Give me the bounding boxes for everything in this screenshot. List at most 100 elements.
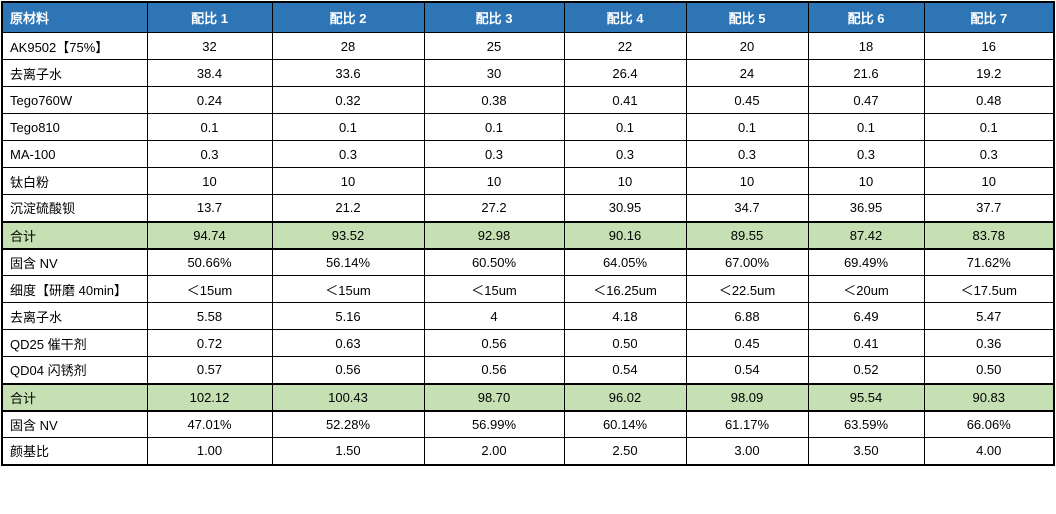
cell: ＜16.25um [563,275,687,303]
cell: 19.2 [923,59,1055,87]
row-label: MA-100 [1,140,148,168]
cell: 3.00 [685,437,809,465]
cell: ＜15um [423,275,565,303]
cell: 0.48 [923,86,1055,114]
cell: 0.3 [271,140,425,168]
cell: 4.00 [923,437,1055,465]
cell: 100.43 [271,382,425,412]
cell: 0.24 [146,86,273,114]
cell: 0.54 [685,356,809,384]
cell: 60.50% [423,248,565,276]
cell: 0.56 [423,356,565,384]
table-row: 沉淀硫酸钡 13.7 21.2 27.2 30.95 34.7 36.95 37.7 [1,194,1055,222]
cell: 0.1 [923,113,1055,141]
row-label: QD04 闪锈剂 [1,356,148,384]
table-row: 去离子水 38.4 33.6 30 26.4 24 21.6 19.2 [1,59,1055,87]
cell: 4 [423,302,565,330]
cell: 30 [423,59,565,87]
cell: 10 [923,167,1055,195]
cell: 4.18 [563,302,687,330]
row-label: QD25 催干剂 [1,329,148,357]
cell: 93.52 [271,220,425,250]
cell: 2.00 [423,437,565,465]
cell: 63.59% [807,410,925,438]
row-label: 去离子水 [1,302,148,330]
cell: 25 [423,32,565,60]
cell: 0.3 [423,140,565,168]
cell: 0.3 [807,140,925,168]
cell: 10 [563,167,687,195]
cell: 92.98 [423,220,565,250]
cell: 0.3 [923,140,1055,168]
cell: 21.6 [807,59,925,87]
table-row: AK9502【75%】 32 28 25 22 20 18 16 [1,32,1055,60]
cell: 56.99% [423,410,565,438]
cell: 10 [271,167,425,195]
table-row: QD04 闪锈剂 0.57 0.56 0.56 0.54 0.54 0.52 0.50 [1,356,1055,384]
cell: 60.14% [563,410,687,438]
cell: 96.02 [563,382,687,412]
cell: 50.66% [146,248,273,276]
cell: 0.1 [146,113,273,141]
total-row: 合计 94.74 93.52 92.98 90.16 89.55 87.42 83.78 [1,220,1055,250]
cell: 28 [271,32,425,60]
cell: 0.63 [271,329,425,357]
row-label: AK9502【75%】 [1,32,148,60]
cell: 0.50 [923,356,1055,384]
cell: 26.4 [563,59,687,87]
cell: 0.41 [807,329,925,357]
cell: 69.49% [807,248,925,276]
cell: 0.3 [146,140,273,168]
cell: 3.50 [807,437,925,465]
cell: 56.14% [271,248,425,276]
cell: 22 [563,32,687,60]
cell: 61.17% [685,410,809,438]
cell: 94.74 [146,220,273,250]
cell: 64.05% [563,248,687,276]
cell: 47.01% [146,410,273,438]
cell: 90.16 [563,220,687,250]
cell: 0.32 [271,86,425,114]
cell: 0.45 [685,86,809,114]
row-label: 合计 [1,220,148,250]
cell: 102.12 [146,382,273,412]
cell: 0.1 [423,113,565,141]
row-label: 固含 NV [1,410,148,438]
cell: 0.54 [563,356,687,384]
row-label: 颜基比 [1,437,148,465]
table-row: 钛白粉 10 10 10 10 10 10 10 [1,167,1055,195]
cell: 52.28% [271,410,425,438]
cell: ＜20um [807,275,925,303]
column-header-materials: 原材料 [1,1,148,33]
cell: 0.1 [807,113,925,141]
cell: 0.50 [563,329,687,357]
cell: 0.1 [271,113,425,141]
row-label: 细度【研磨 40min】 [1,275,148,303]
column-header-ratio-2: 配比 2 [271,1,425,33]
cell: 0.3 [685,140,809,168]
cell: 1.50 [271,437,425,465]
cell: 98.09 [685,382,809,412]
column-header-ratio-5: 配比 5 [685,1,809,33]
cell: 21.2 [271,194,425,222]
cell: 13.7 [146,194,273,222]
cell: 0.72 [146,329,273,357]
cell: 0.36 [923,329,1055,357]
cell: 10 [807,167,925,195]
cell: 32 [146,32,273,60]
total-row: 合计 102.12 100.43 98.70 96.02 98.09 95.54 90.83 [1,382,1055,412]
table-row: 固含 NV 50.66% 56.14% 60.50% 64.05% 67.00% 69.49… [1,248,1055,276]
table-row: Tego810 0.1 0.1 0.1 0.1 0.1 0.1 0.1 [1,113,1055,141]
cell: 83.78 [923,220,1055,250]
cell: 2.50 [563,437,687,465]
cell: 6.88 [685,302,809,330]
column-header-ratio-1: 配比 1 [146,1,273,33]
cell: 87.42 [807,220,925,250]
cell: 0.57 [146,356,273,384]
row-label: Tego760W [1,86,148,114]
table-row: 细度【研磨 40min】 ＜15um ＜15um ＜15um ＜16.25um ＜22.5… [1,275,1055,303]
cell: 10 [146,167,273,195]
header-row: 原材料 配比 1 配比 2 配比 3 配比 4 配比 5 配比 6 配比 7 [1,1,1055,33]
formulation-table: 原材料 配比 1 配比 2 配比 3 配比 4 配比 5 配比 6 配比 7 A… [1,1,1055,466]
row-label: 去离子水 [1,59,148,87]
